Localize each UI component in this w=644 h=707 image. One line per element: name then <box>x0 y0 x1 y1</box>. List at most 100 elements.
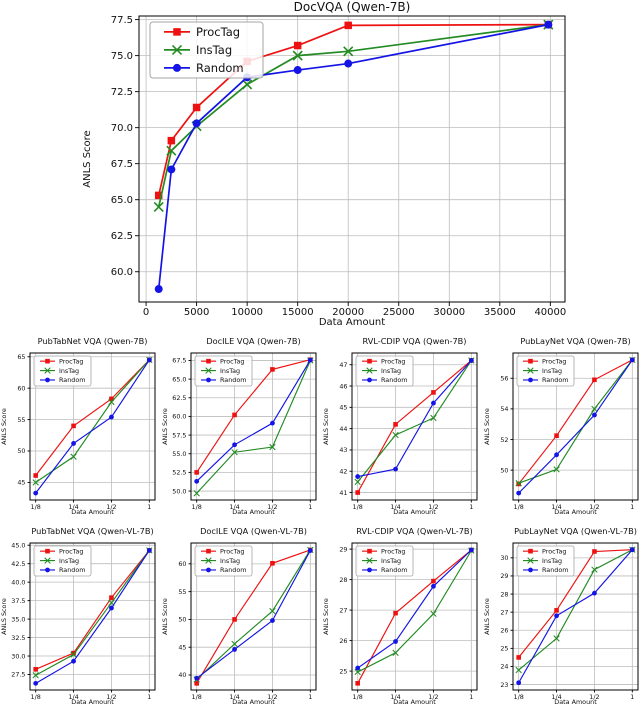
series-random <box>355 547 474 671</box>
marker-square <box>71 650 76 656</box>
marker-circle <box>367 377 372 383</box>
y-axis-label: ANLS Score <box>0 598 8 635</box>
y-tick-label: 52 <box>500 436 508 444</box>
marker-x <box>32 479 39 486</box>
y-tick-label: 75.0 <box>111 51 133 62</box>
x-tick-label: 0 <box>143 307 149 318</box>
marker-circle <box>33 490 39 496</box>
y-tick-label: 62.5 <box>111 231 133 242</box>
legend-label: Random <box>59 376 85 384</box>
x-tick-label: 1/8 <box>353 503 363 511</box>
legend-label: ProcTag <box>196 25 240 39</box>
y-axis-label: ANLS Score <box>322 598 330 635</box>
marker-x <box>392 431 399 439</box>
series-line <box>196 550 311 679</box>
x-tick-label: 1/4 <box>229 503 239 511</box>
legend-box <box>149 21 264 79</box>
marker-x <box>553 635 560 642</box>
publaynet-vqa-qwen-vl-7b-svg: 1/8 1/4 1/2 1 23 24 25 26 27 28 29 30 ProcTag InsTagR… <box>483 526 639 706</box>
y-tick-label: 62.5 <box>172 394 186 402</box>
y-tick-label: 45 <box>339 404 347 412</box>
marker-square <box>167 136 176 145</box>
x-tick-label: 1/2 <box>267 693 277 701</box>
chart-title: DocILE VQA (Qwen-7B) <box>206 336 300 346</box>
marker-square <box>592 377 597 383</box>
x-tick-label: 1 <box>308 503 312 511</box>
marker-circle <box>367 567 372 573</box>
marker-x <box>527 367 534 374</box>
y-tick-label: 42.5 <box>11 560 25 568</box>
marker-square <box>109 396 114 402</box>
y-tick-label: 77.5 <box>111 15 133 26</box>
marker-x <box>292 50 303 61</box>
y-tick-label: 65.0 <box>111 195 133 206</box>
x-axis-label: Data Amount <box>71 508 114 516</box>
x-axis-label: Data Amount <box>71 698 114 706</box>
series-instag <box>153 19 554 212</box>
legend-label: Random <box>59 566 85 574</box>
marker-square <box>232 617 237 622</box>
x-tick-label: 1/8 <box>192 503 202 511</box>
chart-title: DocILE VQA (Qwen-VL-7B) <box>200 526 307 536</box>
marker-circle <box>206 567 211 573</box>
legend-label: InsTag <box>381 367 401 375</box>
marker-circle <box>516 490 522 496</box>
y-tick-label: 44 <box>339 425 347 433</box>
legend-label: InsTag <box>542 367 562 375</box>
marker-square <box>71 423 76 429</box>
y-tick-label: 55 <box>17 416 25 424</box>
plot-border <box>29 542 156 691</box>
marker-square <box>154 191 163 200</box>
marker-circle <box>307 548 313 553</box>
chart-title: RVL-CDIP VQA (Qwen-VL-7B) <box>356 526 472 536</box>
marker-square <box>33 473 38 478</box>
chart-docile-vqa-qwen-vl-7b: 1/8 1/4 1/2 1 40 45 50 55 60 ProcTag InsTag Random D… <box>161 521 322 707</box>
x-tick-label: 1/8 <box>514 693 524 701</box>
chart-title: RVL-CDIP VQA (Qwen-7B) <box>363 336 467 346</box>
y-tick-label: 40.0 <box>11 578 25 586</box>
x-tick-label: 1/4 <box>68 503 78 511</box>
plot-border <box>29 352 156 501</box>
marker-square <box>367 548 372 554</box>
y-tick-label: 29 <box>339 545 347 553</box>
axis-ticks <box>510 557 633 693</box>
x-tick-label: 1/8 <box>31 693 41 701</box>
series-line <box>35 359 150 476</box>
marker-x <box>392 649 399 656</box>
x-tick-label: 1/4 <box>551 693 561 701</box>
marker-circle <box>194 478 200 484</box>
y-tick-label: 60.0 <box>111 267 133 278</box>
marker-circle <box>194 675 200 681</box>
axis-ticks <box>510 377 633 503</box>
marker-circle <box>468 358 474 363</box>
marker-circle <box>393 639 398 644</box>
series-line <box>357 360 472 483</box>
series-line <box>196 360 311 494</box>
marker-x <box>430 610 437 617</box>
series-line <box>35 359 150 494</box>
marker-circle <box>592 590 597 596</box>
chart-title: DocVQA (Qwen-7B) <box>294 0 411 14</box>
legend-label: ProcTag <box>59 547 83 555</box>
marker-x <box>108 398 115 406</box>
marker-x <box>231 449 238 456</box>
series-random <box>516 357 635 496</box>
legend-label: Random <box>542 376 568 384</box>
marker-circle <box>154 285 163 294</box>
series-random <box>33 547 152 686</box>
y-tick-label: 27 <box>339 606 347 614</box>
y-tick-label: 45 <box>178 643 186 651</box>
marker-circle <box>528 377 533 383</box>
x-tick-label: 1 <box>308 693 312 701</box>
marker-x <box>70 651 77 658</box>
marker-square <box>516 481 521 487</box>
y-tick-label: 45 <box>17 479 25 487</box>
legend-label: Random <box>220 376 246 384</box>
marker-square <box>367 358 372 364</box>
